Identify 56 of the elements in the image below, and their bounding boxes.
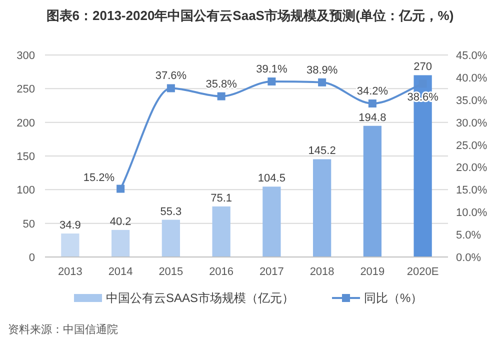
y2-tick-label: 30.0% xyxy=(456,117,488,130)
point xyxy=(268,77,276,86)
y2-tick-label: 45.0% xyxy=(456,50,488,62)
data-label: 38.9% xyxy=(306,64,338,76)
y-tick-label: 250 xyxy=(16,84,35,96)
data-label: 40.2 xyxy=(110,216,132,228)
data-label: 35.8% xyxy=(206,78,238,90)
text: 资料来源：中国信通院 xyxy=(8,323,118,336)
y2-tick-label: 15.0% xyxy=(456,184,488,197)
bar xyxy=(262,186,281,257)
y-tick-label: 300 xyxy=(16,50,35,62)
data-label: 55.3 xyxy=(160,206,182,218)
point xyxy=(368,99,376,108)
bar xyxy=(61,234,80,257)
bar xyxy=(212,206,230,257)
y2-tick-label: 5.0% xyxy=(456,230,482,242)
y-tick-label: 0 xyxy=(28,252,35,264)
bar xyxy=(162,220,180,257)
y-tick-label: 150 xyxy=(16,151,35,163)
x-tick-label: 2020E xyxy=(406,266,439,278)
x-tick-label: 2014 xyxy=(108,266,133,278)
data-label: 104.5 xyxy=(258,172,286,185)
data-label: 15.2% xyxy=(83,172,115,184)
y2-tick-label: 40.0% xyxy=(456,72,488,84)
y2-tick-label: 25.0% xyxy=(456,140,488,152)
legend-label: 同比（%） xyxy=(364,291,423,305)
bar xyxy=(312,159,332,257)
y2-tick-label: 10.0% xyxy=(456,207,488,220)
y-tick-label: 200 xyxy=(16,117,35,130)
title: 图表6：2013-2020年中国公有云SaaS市场规模及预测(单位：亿元，%) xyxy=(46,8,454,23)
bar xyxy=(111,230,130,257)
point xyxy=(318,78,326,86)
data-label: 194.8 xyxy=(358,112,386,124)
y-tick-label: 100 xyxy=(16,184,35,197)
point xyxy=(166,84,175,92)
y2-tick-label: 0.0% xyxy=(456,252,482,264)
data-label: 145.2 xyxy=(308,145,336,158)
y-tick-label: 50 xyxy=(22,218,35,230)
bar xyxy=(363,126,382,257)
y2-tick-label: 35.0% xyxy=(456,94,488,107)
x-tick-label: 2015 xyxy=(158,266,184,278)
point xyxy=(217,92,226,100)
x-tick-label: 2016 xyxy=(209,266,234,278)
x-tick-label: 2013 xyxy=(58,266,82,278)
data-label: 34.9 xyxy=(59,220,81,232)
x-tick-label: 2018 xyxy=(310,266,334,278)
data-label: 270 xyxy=(414,61,432,74)
legend-label: 中国公有云SAAS市场规模（亿元） xyxy=(106,291,294,305)
x-tick-label: 2017 xyxy=(259,266,284,278)
data-label: 34.2% xyxy=(356,85,388,98)
x-tick-label: 2019 xyxy=(360,266,385,278)
data-label: 37.6% xyxy=(155,70,187,82)
data-label: 39.1% xyxy=(256,63,288,76)
data-label: 75.1 xyxy=(210,192,232,204)
y2-tick-label: 20.0% xyxy=(456,162,488,174)
point xyxy=(116,184,125,193)
